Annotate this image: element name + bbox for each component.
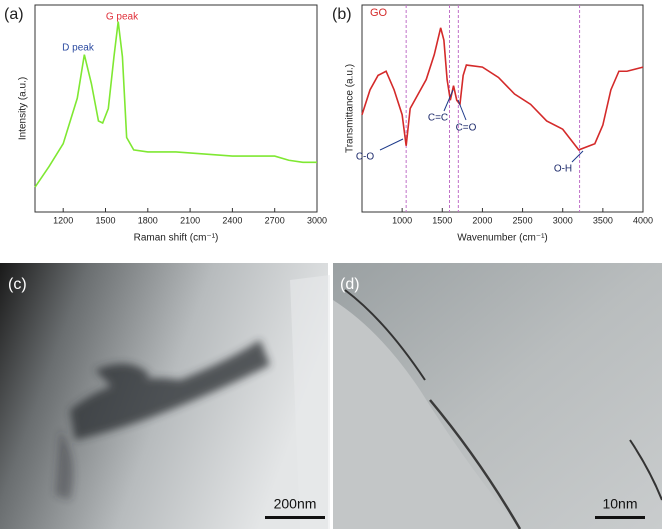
annotation-arrow [457, 99, 467, 121]
x-tick-label: 2000 [472, 215, 492, 225]
x-tick-label: 2400 [222, 215, 242, 225]
x-tick-label: 3000 [553, 215, 573, 225]
chart: 1200 1500 1800 2100 2400 2700 3000 Raman shift … [4, 4, 327, 244]
annotation-arrow [571, 150, 584, 163]
micrograph-d [333, 263, 662, 529]
data-line [361, 27, 644, 151]
x-tick-label: 1500 [95, 215, 115, 225]
annotation-arrow [379, 138, 404, 151]
x-tick-label: 1500 [432, 215, 452, 225]
x-tick-label: 1000 [392, 215, 412, 225]
panel-label: (a) [4, 6, 24, 23]
x-tick-label: 2700 [265, 215, 285, 225]
y-axis-title: Transmittance (a.u.) [345, 64, 356, 153]
x-tick-label: 2100 [180, 215, 200, 225]
micrograph-c [0, 263, 330, 529]
x-tick-label: 1800 [138, 215, 158, 225]
chart: 1000 1500 2000 2500 3000 3500 4000 GO Wavenumber… [332, 4, 653, 244]
plot-frame [34, 4, 318, 213]
panel-label: (d) [340, 276, 360, 293]
annotation: G peak [106, 12, 139, 23]
x-tick-label: 4000 [633, 215, 653, 225]
panel-label: (b) [332, 6, 352, 23]
panel-label: (c) [8, 276, 27, 293]
x-tick-label: 1200 [53, 215, 73, 225]
scale-bar-label: 200nm [274, 496, 317, 512]
annotation: C=O [456, 123, 477, 134]
y-axis-title: Intensity (a.u.) [18, 77, 29, 140]
scale-bar-label: 10nm [602, 496, 637, 512]
x-tick-label: 2500 [513, 215, 533, 225]
x-axis-title: Raman shift (cm⁻¹) [134, 233, 219, 244]
plot-frame [361, 4, 644, 213]
x-axis-title: Wavenumber (cm⁻¹) [457, 233, 547, 244]
annotation: C-O [356, 152, 375, 163]
annotation-arrow [443, 89, 454, 112]
data-line [34, 21, 317, 188]
legend-entry: GO [370, 7, 388, 19]
x-tick-label: 3000 [307, 215, 327, 225]
x-tick-label: 3500 [593, 215, 613, 225]
annotation: C=C [428, 113, 448, 124]
annotation: D peak [62, 43, 95, 54]
annotation: O-H [554, 164, 572, 175]
